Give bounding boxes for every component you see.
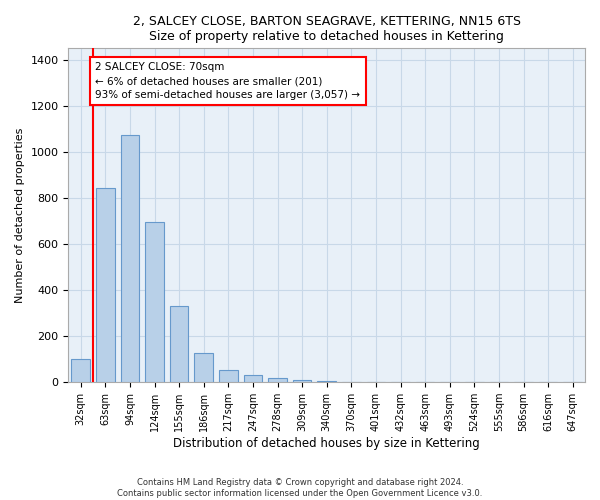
Title: 2, SALCEY CLOSE, BARTON SEAGRAVE, KETTERING, NN15 6TS
Size of property relative : 2, SALCEY CLOSE, BARTON SEAGRAVE, KETTER… <box>133 15 521 43</box>
Bar <box>71 359 90 382</box>
Bar <box>96 188 115 382</box>
Bar <box>293 380 311 382</box>
Bar <box>317 381 336 382</box>
Bar <box>170 306 188 382</box>
Bar <box>268 378 287 382</box>
Bar <box>121 134 139 382</box>
Text: Contains HM Land Registry data © Crown copyright and database right 2024.
Contai: Contains HM Land Registry data © Crown c… <box>118 478 482 498</box>
Bar <box>145 222 164 382</box>
Text: 2 SALCEY CLOSE: 70sqm
← 6% of detached houses are smaller (201)
93% of semi-deta: 2 SALCEY CLOSE: 70sqm ← 6% of detached h… <box>95 62 361 100</box>
Bar <box>244 376 262 382</box>
Bar <box>219 370 238 382</box>
Bar <box>194 354 213 382</box>
Y-axis label: Number of detached properties: Number of detached properties <box>15 128 25 303</box>
X-axis label: Distribution of detached houses by size in Kettering: Distribution of detached houses by size … <box>173 437 480 450</box>
